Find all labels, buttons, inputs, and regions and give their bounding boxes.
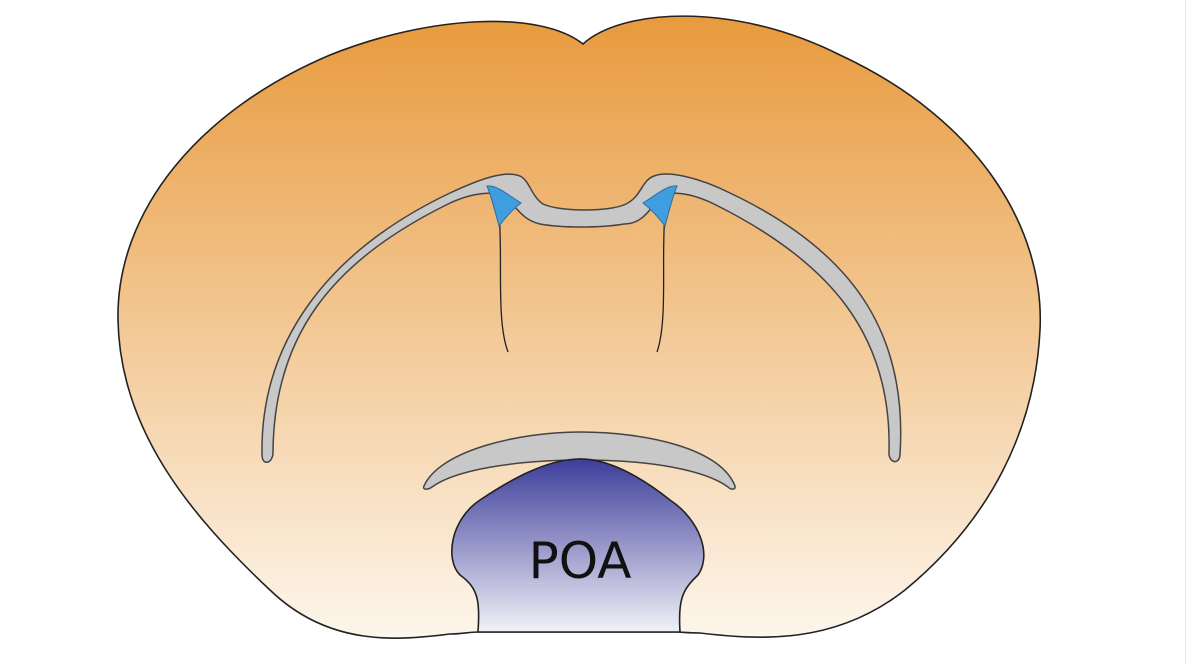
page-edge-line — [1185, 0, 1186, 664]
poa-label: POA — [529, 532, 632, 590]
right-lateral-ventricle-blue — [642, 185, 678, 228]
left-septal-line — [498, 211, 509, 353]
poa-region — [451, 458, 705, 633]
right-septal-line — [656, 211, 666, 353]
lateral-ventricle-arch — [261, 173, 902, 463]
anterior-commissure — [422, 431, 736, 490]
left-lateral-ventricle-blue — [486, 185, 522, 228]
